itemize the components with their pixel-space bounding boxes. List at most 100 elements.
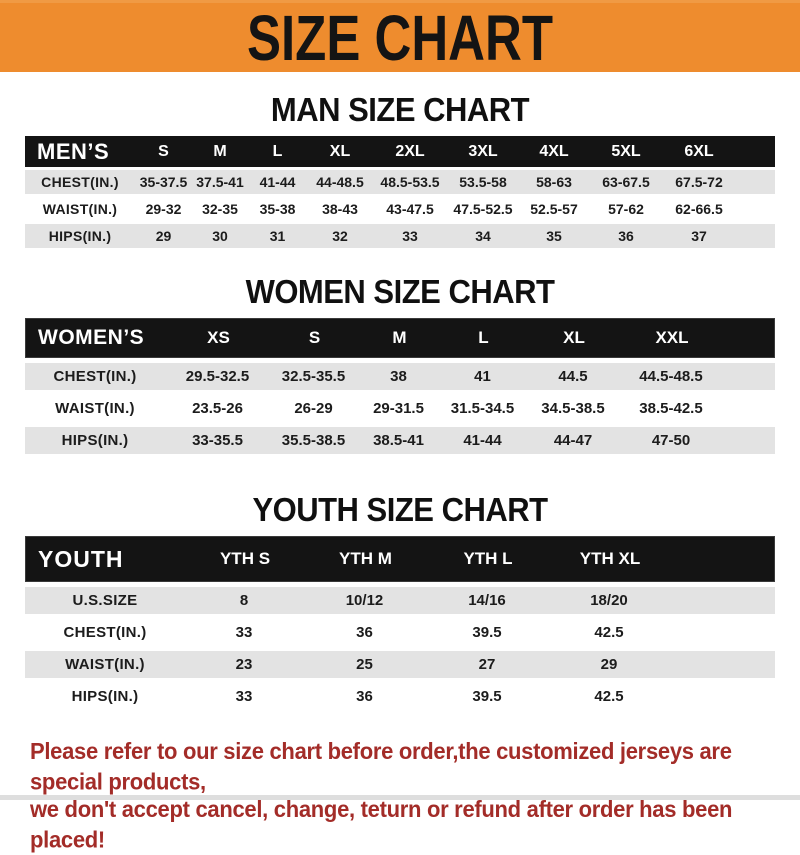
measurement-value: 38	[390, 368, 407, 385]
disclaimer-line-2: we don't accept cancel, change, teturn o…	[30, 796, 733, 853]
size-chart-banner: SIZE CHART	[0, 0, 800, 73]
measurement-value: 35.5-38.5	[281, 432, 346, 449]
measurement-value: 29	[155, 228, 172, 244]
measurement-value: 33	[235, 688, 253, 705]
table-row: HIPS(IN.) 33 36 39.5 42.5	[25, 683, 775, 710]
measurement-value: 33	[402, 228, 418, 244]
measurement-value: 34.5-38.5	[541, 400, 605, 417]
youth-size-table: YOUTH YTH S YTH M YTH L YTH XL U.S.SIZE 8 10/12…	[25, 536, 775, 710]
measurement-value: 34	[475, 228, 491, 244]
measurement-value: 26-29	[294, 400, 333, 417]
men-section-heading: MAN SIZE CHART	[270, 90, 530, 129]
size-column-header: M	[213, 142, 227, 160]
table-row: CHEST(IN.) 35-37.5 37.5-41 41-44 44-48.5 48.5…	[25, 170, 775, 194]
size-column-header: 3XL	[468, 142, 498, 160]
measurement-value: 27	[478, 656, 496, 673]
measurement-value: 41-44	[259, 174, 296, 190]
measurement-row-label: HIPS(IN.)	[61, 432, 129, 449]
measurement-value: 41	[474, 368, 491, 385]
measurement-row-label: U.S.SIZE	[72, 592, 138, 609]
measurement-row-label: WAIST(IN.)	[55, 400, 135, 417]
measurement-value: 39.5	[472, 688, 502, 705]
measurement-value: 31.5-34.5	[450, 400, 515, 417]
size-column-header: 4XL	[539, 142, 569, 160]
measurement-value: 33	[235, 624, 253, 641]
size-column-header: 6XL	[684, 142, 714, 160]
measurement-value: 18/20	[590, 592, 628, 609]
measurement-value: 58-63	[536, 174, 572, 190]
measurement-value: 25	[356, 656, 373, 673]
size-column-header: S	[158, 142, 169, 160]
measurement-row-label: HIPS(IN.)	[71, 688, 139, 705]
table-row: HIPS(IN.) 33-35.5 35.5-38.5 38.5-41 41-44 44-…	[25, 427, 775, 454]
measurement-value: 29-32	[145, 201, 182, 217]
measurement-row-label: WAIST(IN.)	[42, 201, 118, 217]
measurement-value: 37	[691, 228, 707, 244]
size-table-header-bar: WOMEN’S XS S M L XL XXL	[25, 318, 775, 358]
women-section-heading: WOMEN SIZE CHART	[245, 272, 555, 311]
measurement-row-label: WAIST(IN.)	[65, 656, 145, 673]
measurement-value: 33-35.5	[192, 432, 243, 449]
measurement-value: 37.5-41	[196, 174, 244, 190]
measurement-value: 29-31.5	[373, 400, 424, 417]
youth-size-section: YOUTH SIZE CHART YOUTH YTH S YTH M YTH L YTH…	[0, 491, 800, 710]
measurement-row-label: CHEST(IN.)	[53, 368, 137, 385]
measurement-value: 29	[600, 656, 618, 673]
measurement-row-label: CHEST(IN.)	[41, 174, 119, 190]
table-row: CHEST(IN.) 29.5-32.5 32.5-35.5 38 41 44.5 44.5…	[25, 363, 775, 390]
measurement-value: 41-44	[463, 432, 502, 449]
size-table-header-bar: YOUTH YTH S YTH M YTH L YTH XL	[25, 536, 775, 582]
men-size-table: MEN’S S M L XL 2XL 3XL 4XL 5XL 6XL CHEST(IN.) 35-37…	[25, 136, 775, 248]
measurement-value: 43-47.5	[386, 201, 434, 217]
size-column-header: YTH XL	[579, 549, 641, 568]
table-row: U.S.SIZE 8 10/12 14/16 18/20	[25, 587, 775, 614]
size-column-header: L	[478, 328, 489, 347]
measurement-value: 35-37.5	[139, 174, 188, 190]
measurement-value: 62-66.5	[675, 201, 723, 217]
order-disclaimer: Please refer to our size chart before or…	[0, 736, 800, 853]
measurement-value: 14/16	[468, 592, 506, 609]
measurement-value: 38.5-41	[373, 432, 424, 449]
women-size-section: WOMEN SIZE CHART WOMEN’S XS S M L XL XXL CHEST(…	[0, 272, 800, 454]
measurement-value: 42.5	[594, 688, 624, 705]
table-row: WAIST(IN.) 23.5-26 26-29 29-31.5 31.5-34.5 34…	[25, 395, 775, 422]
table-row: WAIST(IN.) 23 25 27 29	[25, 651, 775, 678]
size-column-header: 5XL	[611, 142, 641, 160]
size-column-header: YTH L	[463, 549, 513, 568]
size-table-header-bar: MEN’S S M L XL 2XL 3XL 4XL 5XL 6XL	[25, 136, 775, 167]
size-column-header: L	[272, 142, 283, 160]
size-column-header: S	[308, 328, 321, 347]
women-size-table: WOMEN’S XS S M L XL XXL CHEST(IN.) 29.5-32.5 32.5…	[25, 318, 775, 454]
measurement-value: 44.5-48.5	[639, 368, 703, 385]
measurement-value: 23.5-26	[192, 400, 243, 417]
size-column-header: XL	[563, 328, 585, 347]
table-corner-label: MEN’S	[37, 138, 110, 164]
disclaimer-line-1: Please refer to our size chart before or…	[30, 738, 732, 795]
size-column-header: XL	[329, 142, 351, 160]
measurement-value: 29.5-32.5	[185, 368, 250, 385]
size-column-header: YTH S	[219, 549, 271, 568]
measurement-value: 30	[212, 228, 228, 244]
measurement-value: 36	[356, 624, 373, 641]
measurement-value: 39.5	[472, 624, 502, 641]
measurement-value: 44-48.5	[316, 174, 364, 190]
measurement-value: 57-62	[608, 201, 644, 217]
men-size-section: MAN SIZE CHART MEN’S S M L XL 2XL 3XL 4XL 5XL 6XL…	[0, 90, 800, 248]
measurement-row-label: CHEST(IN.)	[63, 624, 147, 641]
measurement-value: 52.5-57	[530, 201, 578, 217]
measurement-value: 10/12	[345, 592, 384, 609]
measurement-value: 23	[235, 656, 253, 673]
size-column-header: 2XL	[395, 142, 425, 160]
size-column-header: XS	[207, 328, 230, 347]
table-row: WAIST(IN.) 29-32 32-35 35-38 38-43 43-47.5 47.…	[25, 197, 775, 221]
measurement-value: 67.5-72	[675, 174, 723, 190]
measurement-value: 47-50	[651, 432, 691, 449]
measurement-value: 48.5-53.5	[380, 174, 440, 190]
measurement-value: 47.5-52.5	[453, 201, 513, 217]
measurement-value: 32	[332, 228, 348, 244]
measurement-value: 38-43	[322, 201, 358, 217]
measurement-value: 44-47	[553, 432, 593, 449]
measurement-value: 35	[546, 228, 562, 244]
measurement-value: 38.5-42.5	[639, 400, 703, 417]
